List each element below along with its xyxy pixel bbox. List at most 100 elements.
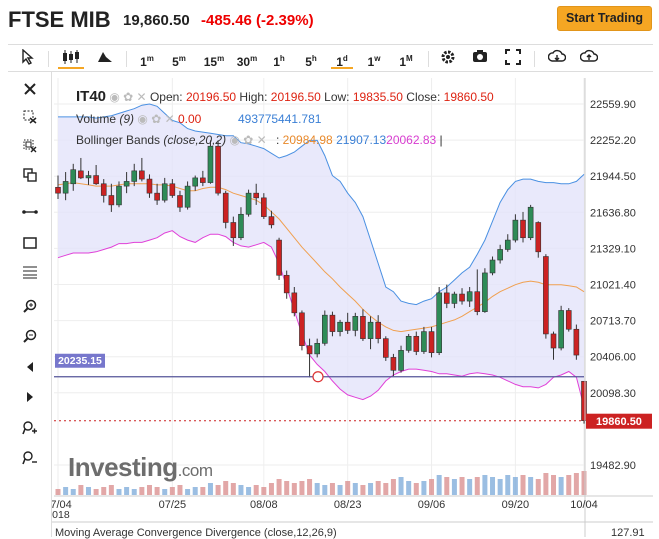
bb-settings-icon[interactable]: ◉ ✿ ✕ [229, 133, 267, 147]
volume-bar [421, 481, 427, 495]
fullscreen-icon[interactable] [503, 49, 523, 69]
scroll-right-icon[interactable] [20, 388, 40, 408]
candle-body [573, 328, 580, 356]
fibonacci-icon[interactable] [20, 264, 40, 284]
zoom-in-icon[interactable] [20, 298, 40, 318]
candle-body [200, 177, 206, 183]
copy-icon[interactable] [20, 167, 40, 187]
legend-open: 20196.50 [186, 90, 237, 104]
candle-body [413, 335, 420, 352]
candle-body [100, 183, 107, 196]
close-icon[interactable] [20, 80, 40, 100]
volume-bar [444, 477, 450, 495]
interval-5h[interactable]: 5h [305, 54, 317, 69]
bb-lower: 20062.83 [386, 133, 437, 147]
camera-icon[interactable] [470, 49, 490, 69]
candle-body [398, 350, 404, 371]
y-tick-label: 21944.50 [590, 171, 636, 183]
candle-body [169, 183, 176, 196]
volume-bar [429, 479, 435, 495]
volume-bar [512, 477, 518, 495]
volume-bar [200, 487, 206, 495]
download-icon[interactable] [546, 49, 568, 69]
volume-bar [93, 489, 99, 495]
volume-bar [551, 475, 557, 495]
candle-body [131, 170, 138, 182]
candle-body [207, 145, 214, 183]
volume-bar [238, 485, 244, 495]
volume-bar [85, 487, 91, 495]
interval-1m[interactable]: 1m [140, 54, 154, 69]
interval-1d[interactable]: 1d [331, 49, 353, 69]
price-chart[interactable]: 20235.15 22559.90 22252.20 21944.50 21636.80… [52, 72, 653, 537]
visibility-eye-icon[interactable]: ◉ ✿ ✕ [109, 90, 150, 104]
delete-drawing-icon[interactable] [20, 109, 40, 129]
current-price-label: 19860.50 [596, 416, 642, 428]
candle-body [512, 219, 519, 241]
interval-30m[interactable]: 30m [236, 54, 258, 69]
scroll-left-icon[interactable] [20, 358, 40, 378]
cursor-icon[interactable] [18, 48, 38, 69]
volume-bar [314, 483, 320, 495]
interval-5m[interactable]: 5m [172, 54, 186, 69]
interval-1M[interactable]: 1M [399, 54, 413, 69]
start-trading-button[interactable]: Start Trading [557, 6, 652, 31]
settings-gear-icon[interactable] [438, 49, 458, 69]
candle-body [535, 222, 542, 253]
legend-high: 20196.50 [270, 90, 321, 104]
trend-line-icon[interactable] [20, 202, 40, 222]
candle-body [565, 310, 572, 330]
bb-upper: 20984.98 [282, 133, 333, 147]
volume-bar [169, 487, 175, 495]
interval-15m[interactable]: 15m [203, 54, 225, 69]
volume-bar [368, 483, 374, 495]
volume-bar [154, 487, 160, 495]
candle-body [55, 186, 61, 194]
bb-label: Bollinger Bands [76, 133, 161, 147]
volume-bar [116, 489, 122, 495]
chart-toolbar: 1m 5m 15m 30m 1h 5h 1d 1w 1M [8, 44, 653, 72]
volume-bar [490, 477, 496, 495]
candlestick-icon[interactable] [58, 49, 84, 69]
x-tick-label: 09/06 [418, 499, 446, 511]
volume-bar [360, 485, 366, 495]
y-tick-label: 20406.00 [590, 352, 636, 364]
legend-high-label: High: [239, 90, 268, 104]
volume-bar [352, 483, 358, 495]
volume-settings-icon[interactable]: ◉ ✿ ✕ [137, 112, 178, 126]
bollinger-middle-line [57, 182, 585, 333]
volume-bar [482, 475, 488, 495]
candle-body [421, 331, 427, 352]
candle-body [436, 292, 442, 354]
volume-bar [230, 483, 236, 495]
volume-value: 493775441.781 [238, 112, 322, 126]
candle-body [337, 321, 343, 332]
x-tick-label: 09/20 [502, 499, 530, 511]
volume-bar [398, 477, 404, 495]
volume-bar [207, 483, 213, 495]
candle-body [261, 197, 267, 217]
reset-zoom-icon[interactable] [20, 450, 40, 470]
y-tick-label: 21329.10 [590, 243, 636, 255]
line-price-label: 20235.15 [58, 355, 102, 367]
candle-body [550, 333, 557, 349]
candle-body [78, 170, 84, 179]
instrument-name: FTSE MIB [8, 7, 111, 32]
volume-bar [337, 485, 343, 495]
add-zoom-icon[interactable] [20, 420, 40, 440]
volume-bar [345, 481, 351, 495]
area-chart-icon[interactable] [94, 49, 116, 69]
volume-bar [276, 479, 282, 495]
interval-1w[interactable]: 1w [367, 54, 381, 69]
candle-body [245, 192, 252, 215]
volume-bar [261, 487, 267, 495]
x-tick-label: 07/25 [159, 499, 187, 511]
rectangle-icon[interactable] [20, 234, 40, 254]
volume-bar [467, 479, 473, 495]
upload-icon[interactable] [578, 49, 600, 69]
candle-body [344, 321, 351, 331]
interval-1h[interactable]: 1h [273, 54, 285, 69]
candle-body [291, 292, 298, 314]
delete-all-icon[interactable] [20, 138, 40, 158]
zoom-out-icon[interactable] [20, 328, 40, 348]
